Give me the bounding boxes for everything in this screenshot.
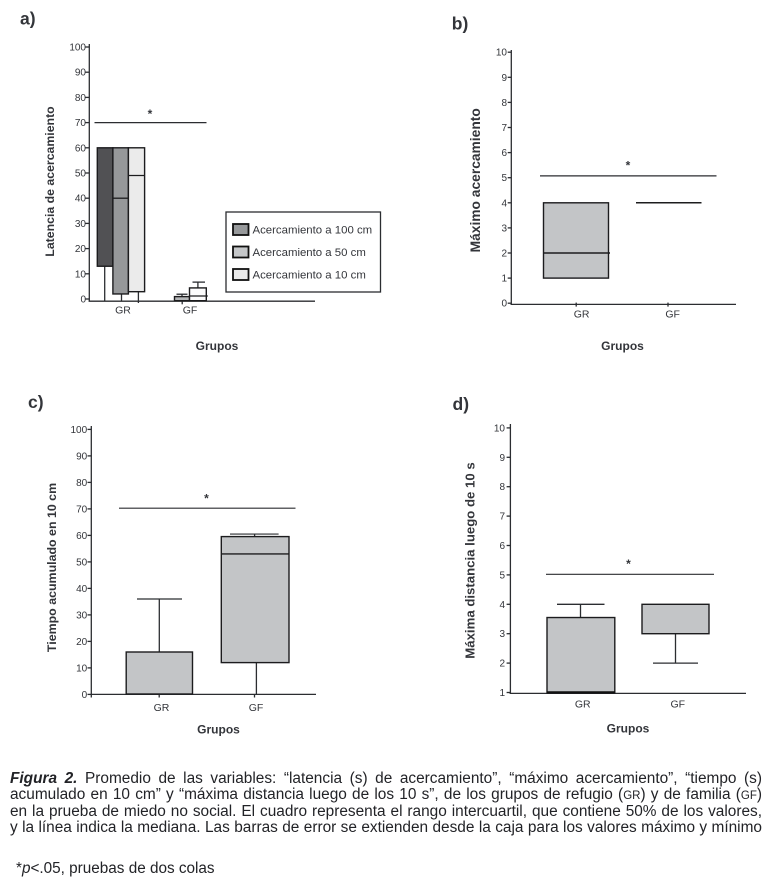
svg-text:30: 30 — [76, 610, 88, 621]
svg-text:7: 7 — [499, 512, 505, 523]
svg-text:0: 0 — [501, 299, 507, 310]
svg-text:Tiempo acumulado en 10 cm: Tiempo acumulado en 10 cm — [45, 483, 59, 652]
svg-text:80: 80 — [75, 93, 87, 104]
svg-text:4: 4 — [499, 600, 505, 611]
svg-text:50: 50 — [76, 557, 88, 568]
svg-text:90: 90 — [75, 68, 87, 79]
svg-text:30: 30 — [75, 219, 87, 230]
svg-text:GR: GR — [574, 308, 590, 320]
svg-text:*: * — [204, 491, 209, 505]
svg-text:GR: GR — [575, 698, 591, 710]
svg-text:GF: GF — [183, 305, 198, 317]
svg-text:0: 0 — [82, 690, 88, 701]
svg-text:10: 10 — [496, 48, 508, 59]
svg-text:6: 6 — [501, 148, 507, 159]
svg-text:70: 70 — [76, 504, 88, 515]
svg-text:7: 7 — [501, 123, 507, 134]
svg-text:20: 20 — [76, 637, 88, 648]
svg-text:70: 70 — [75, 118, 87, 129]
svg-text:5: 5 — [499, 570, 505, 581]
svg-text:*: * — [148, 107, 153, 121]
svg-text:Máximo acercamiento: Máximo acercamiento — [468, 108, 483, 252]
svg-text:9: 9 — [499, 453, 505, 464]
svg-text:90: 90 — [76, 451, 88, 462]
svg-text:*: * — [626, 159, 631, 173]
svg-text:Grupos: Grupos — [196, 339, 239, 353]
svg-text:Latencia de acercamiento: Latencia de acercamiento — [43, 106, 57, 257]
svg-text:*: * — [626, 557, 631, 571]
svg-text:1: 1 — [501, 274, 507, 285]
svg-text:8: 8 — [499, 482, 505, 493]
svg-text:4: 4 — [501, 198, 507, 209]
svg-text:GR: GR — [115, 305, 131, 317]
svg-text:1: 1 — [499, 688, 505, 699]
svg-text:c): c) — [28, 392, 44, 412]
svg-text:3: 3 — [501, 223, 507, 234]
svg-text:0: 0 — [80, 295, 86, 306]
svg-text:100: 100 — [71, 425, 88, 436]
svg-text:GR: GR — [154, 702, 170, 714]
svg-text:80: 80 — [76, 478, 88, 489]
svg-text:10: 10 — [75, 269, 87, 280]
svg-text:Grupos: Grupos — [197, 722, 240, 736]
svg-text:60: 60 — [76, 531, 88, 542]
svg-text:GF: GF — [671, 698, 686, 710]
svg-text:a): a) — [20, 8, 36, 28]
svg-text:b): b) — [452, 13, 469, 33]
svg-text:Grupos: Grupos — [607, 722, 650, 736]
svg-text:50: 50 — [75, 169, 87, 180]
svg-text:60: 60 — [75, 143, 87, 154]
svg-text:Acercamiento a 50 cm: Acercamiento a 50 cm — [253, 247, 366, 259]
svg-text:3: 3 — [499, 629, 505, 640]
svg-text:2: 2 — [499, 659, 505, 670]
svg-text:d): d) — [453, 394, 470, 414]
svg-text:40: 40 — [75, 194, 87, 205]
svg-text:100: 100 — [69, 43, 86, 54]
svg-text:20: 20 — [75, 244, 87, 255]
svg-text:Grupos: Grupos — [601, 339, 644, 353]
svg-text:8: 8 — [501, 98, 507, 109]
svg-text:GF: GF — [249, 702, 264, 714]
svg-text:Máxima distancia luego de 10 s: Máxima distancia luego de 10 s — [463, 462, 478, 658]
svg-text:6: 6 — [499, 541, 505, 552]
svg-text:40: 40 — [76, 584, 88, 595]
svg-text:10: 10 — [494, 423, 506, 434]
svg-text:5: 5 — [501, 173, 507, 184]
svg-text:GF: GF — [665, 308, 680, 320]
svg-text:9: 9 — [501, 73, 507, 84]
svg-text:2: 2 — [501, 249, 507, 260]
svg-text:Acercamiento a 10 cm: Acercamiento a 10 cm — [253, 270, 366, 282]
svg-text:Acercamiento a 100 cm: Acercamiento a 100 cm — [253, 225, 373, 237]
svg-text:10: 10 — [76, 663, 88, 674]
